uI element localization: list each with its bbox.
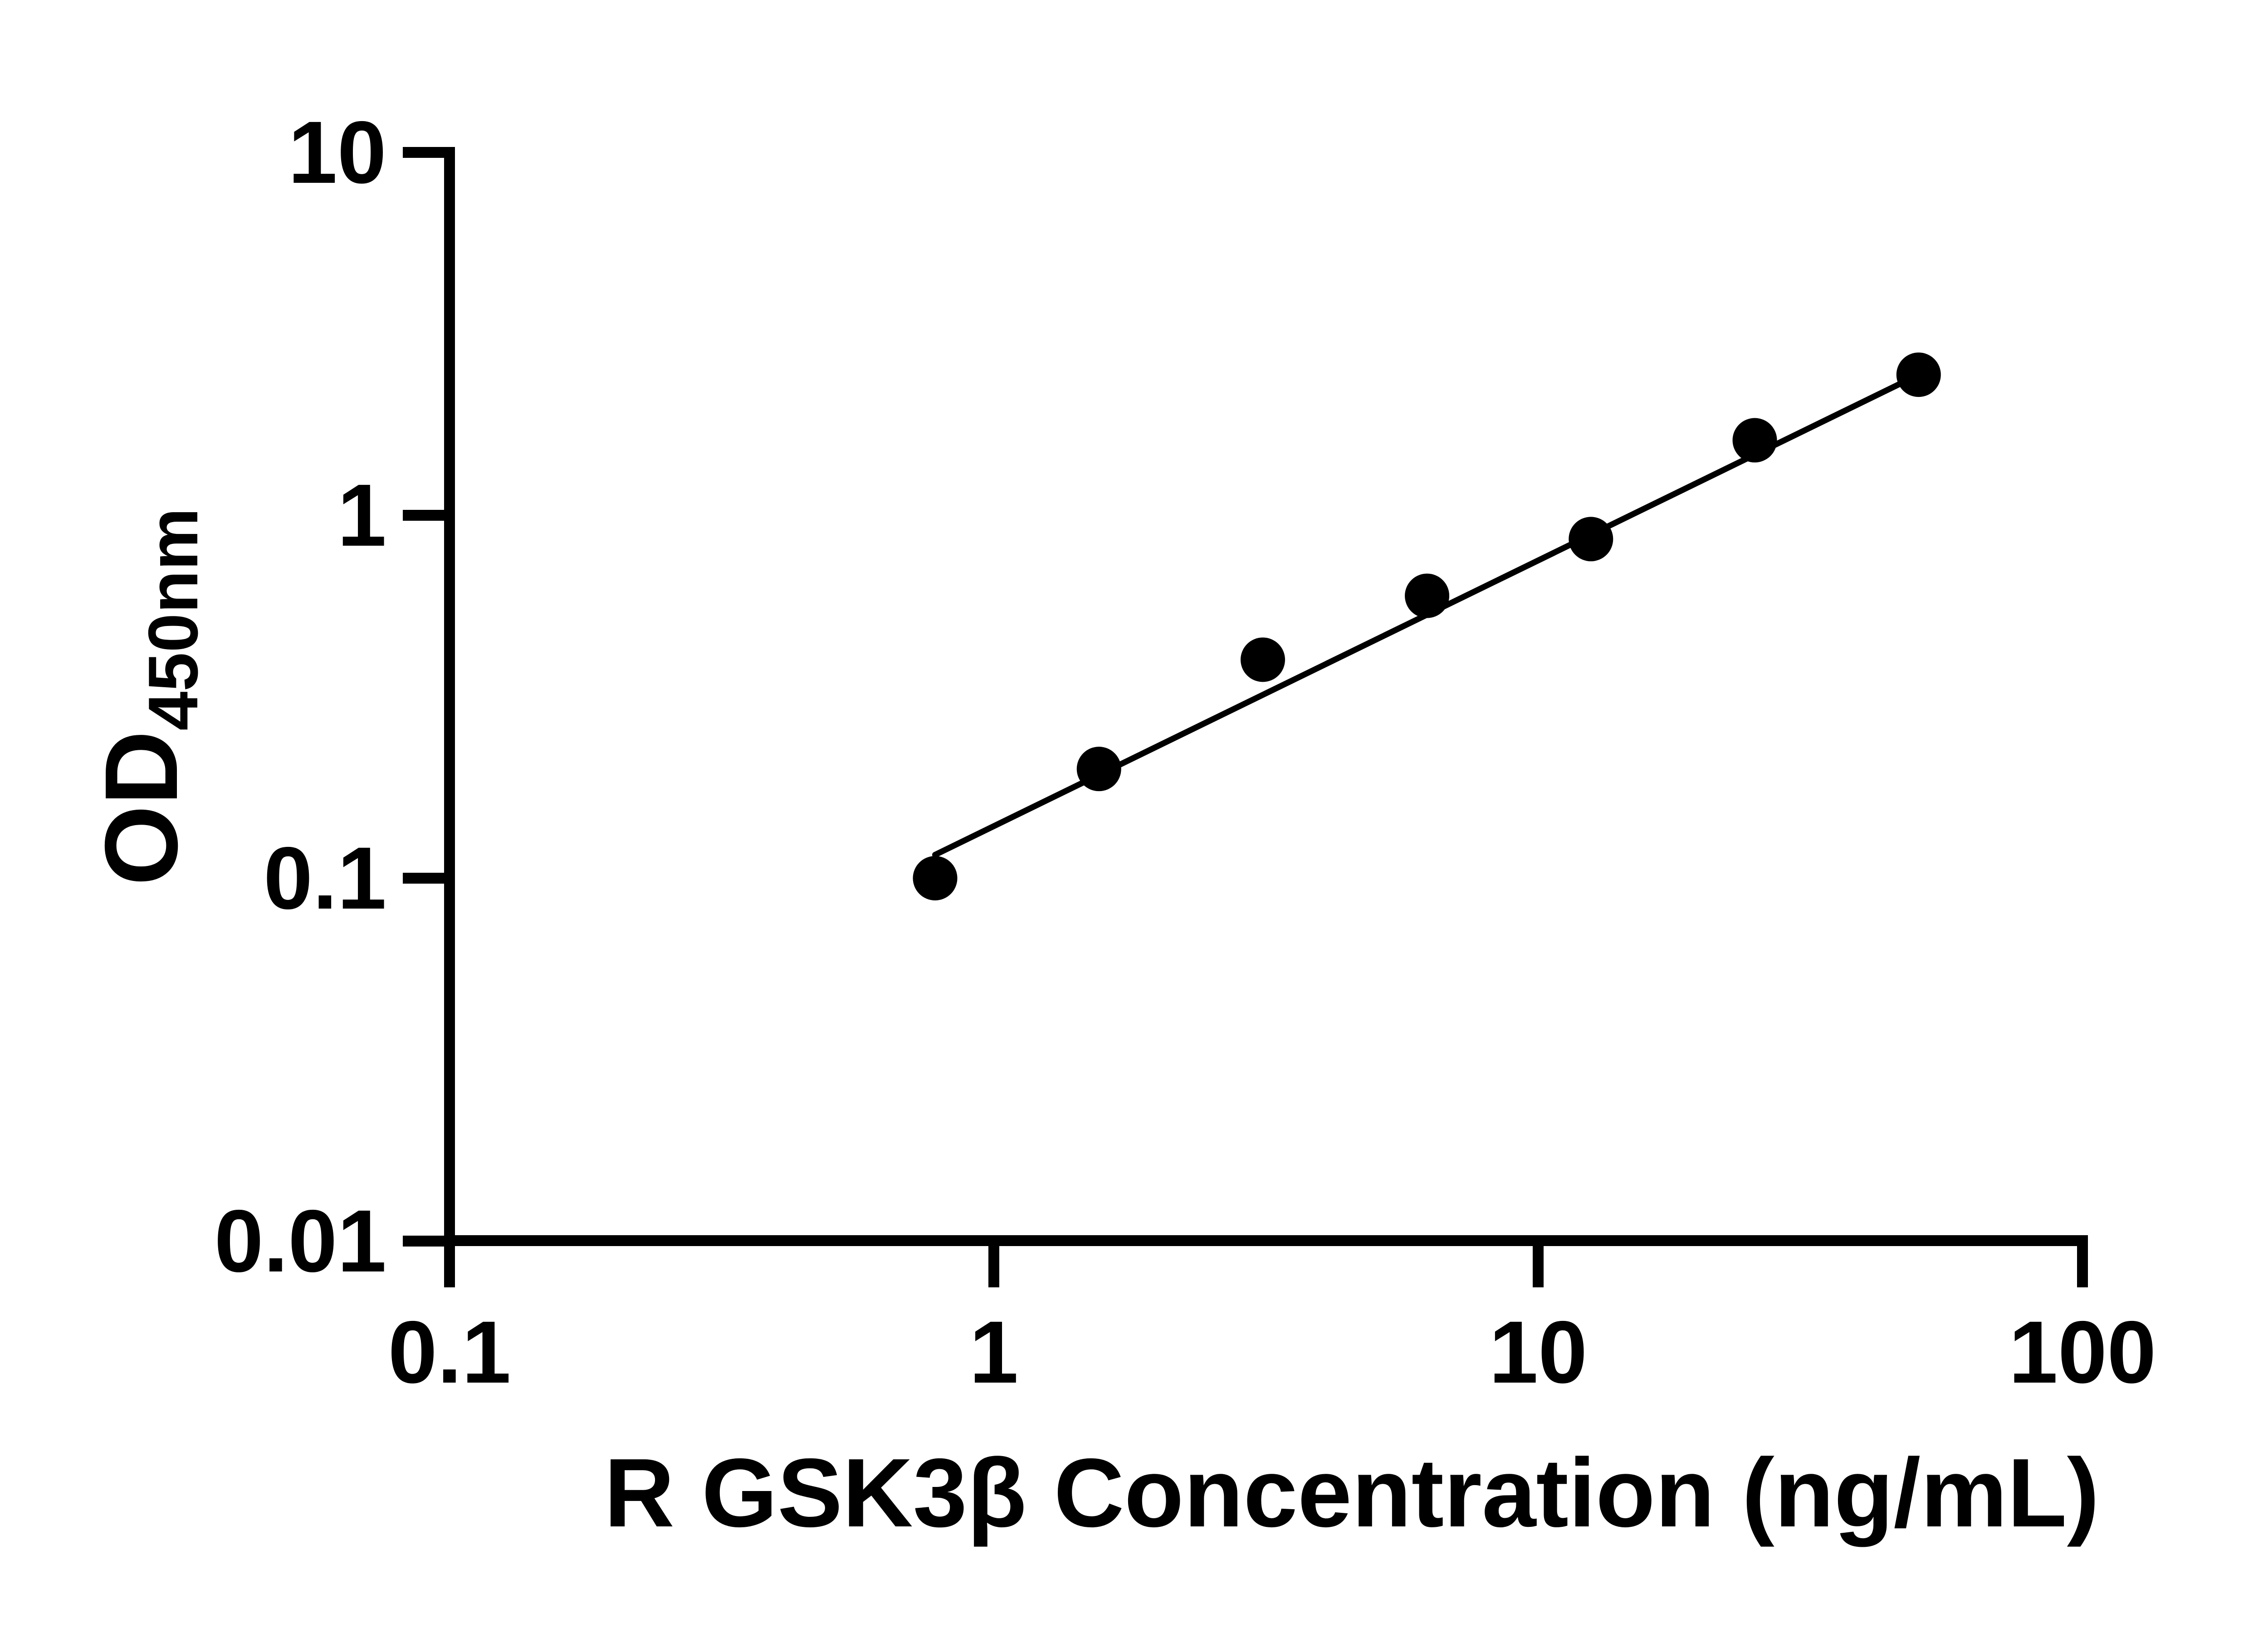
x-tick-label: 100 — [2009, 1303, 2156, 1402]
y-tick-label: 0.01 — [214, 1192, 386, 1291]
data-point — [913, 856, 958, 900]
x-tick-label: 0.1 — [388, 1303, 511, 1402]
y-tick-label: 10 — [288, 103, 386, 202]
y-axis-title-subscript: 450nm — [134, 508, 212, 730]
data-point — [1076, 747, 1121, 792]
data-point — [1896, 352, 1941, 397]
x-tick-label: 1 — [969, 1303, 1018, 1402]
data-point — [1240, 637, 1285, 682]
data-point — [1569, 517, 1613, 562]
data-point — [1732, 418, 1777, 463]
y-axis-title-main: OD — [84, 731, 199, 886]
x-tick-label: 10 — [1489, 1303, 1588, 1402]
data-points — [913, 352, 1941, 900]
y-tick-label: 1 — [337, 466, 386, 565]
data-point — [1405, 573, 1450, 618]
axis-ticks — [403, 147, 2088, 1287]
x-axis-title: R GSK3β Concentration (ng/mL) — [604, 1438, 2100, 1547]
y-axis-title: OD450nm — [84, 508, 212, 885]
y-tick-label: 0.1 — [264, 829, 386, 928]
axes — [444, 147, 2088, 1246]
